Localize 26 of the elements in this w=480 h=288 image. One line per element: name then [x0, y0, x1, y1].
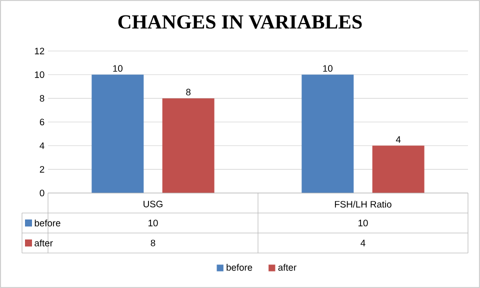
text: 10 [323, 65, 332, 72]
y-tick-label: 0 [40, 190, 44, 196]
bar [92, 74, 144, 193]
legend-label: after [278, 264, 296, 271]
bar [372, 146, 424, 193]
y-tick-label: 10 [34, 71, 44, 78]
data-label: 8 [150, 240, 156, 246]
x-tick-label: USG [144, 200, 162, 208]
legend-label: before [34, 220, 60, 226]
bar [162, 98, 214, 193]
chart-title: CHANGES IN VARIABLES [118, 15, 362, 29]
y-tick-label: 4 [40, 142, 44, 149]
y-tick-label: 8 [40, 95, 44, 102]
text: before [226, 264, 252, 271]
y-tick-label: 6 [40, 118, 44, 126]
data-label: 4 [360, 240, 366, 246]
data-label: 10 [148, 220, 158, 226]
text: after [34, 240, 53, 246]
y-tick-label: 12 [34, 48, 44, 54]
text: 10 [113, 65, 122, 72]
bar [302, 74, 354, 193]
y-tick-label: 2 [40, 166, 44, 173]
x-tick-label: FSH/LH Ratio [334, 200, 392, 208]
text: 8 [186, 88, 191, 96]
data-label: 10 [358, 220, 368, 226]
text: 4 [396, 136, 401, 143]
